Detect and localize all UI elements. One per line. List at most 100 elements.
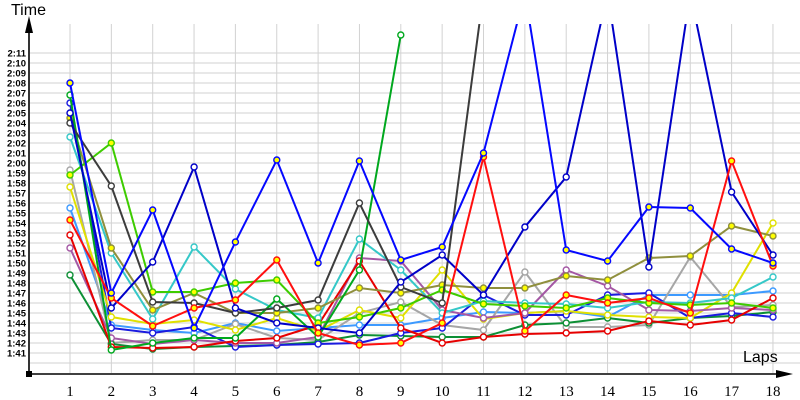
y-tick-label: 1:55 <box>7 209 27 220</box>
series-blue-marker <box>603 257 612 265</box>
series-blue-marker <box>645 203 653 211</box>
series-medium-blue-marker <box>107 304 116 312</box>
series-light-blue-line <box>69 207 774 335</box>
series-cyan-marker <box>397 266 405 274</box>
series-red-marker <box>727 157 736 165</box>
series-medium-blue-marker <box>521 223 529 231</box>
series-cyan-marker <box>769 273 777 281</box>
series-yellow-marker <box>107 313 116 321</box>
series-medium-blue-marker <box>66 109 74 117</box>
series-green <box>66 31 405 354</box>
series-blue-marker <box>273 156 281 164</box>
x-axis-arrow-icon <box>776 370 793 378</box>
series-red-marker <box>148 322 157 330</box>
series-medium-blue <box>66 24 777 337</box>
series-cyan-marker <box>190 243 198 251</box>
series-dark-red-line <box>69 234 774 350</box>
series-medium-blue-marker <box>769 251 777 259</box>
series-dark-red-marker <box>686 321 694 329</box>
series-bright-green-marker <box>727 299 736 307</box>
series-yellow-marker <box>603 311 612 319</box>
series-medium-blue-marker <box>273 319 281 327</box>
series-olive-line <box>69 117 774 314</box>
axes <box>25 16 793 378</box>
y-tick-label: 1:57 <box>7 189 26 200</box>
series-medium-blue-marker <box>479 291 488 299</box>
x-tick-label: 1 <box>66 384 74 400</box>
series-blue-marker <box>479 149 488 157</box>
series-navy-blue-line <box>69 102 774 349</box>
x-tick-label: 14 <box>600 384 616 400</box>
series-gray-marker <box>231 320 240 328</box>
series-purple-line <box>69 247 774 346</box>
y-tick-label: 1:59 <box>7 169 26 180</box>
series-dark-gray-marker <box>314 296 322 304</box>
series-dark-red-marker <box>562 329 570 337</box>
series-light-blue-marker <box>686 291 694 299</box>
series-dark-gray-marker <box>107 182 116 190</box>
x-tick-label: 8 <box>356 384 364 400</box>
y-axis-tick-labels: 1:411:421:431:441:451:461:471:481:491:50… <box>7 49 27 360</box>
series-olive-marker <box>148 306 157 314</box>
y-tick-label: 1:45 <box>7 309 27 320</box>
series-bright-green-line <box>69 141 774 325</box>
series-dark-red-marker <box>479 333 488 341</box>
series-blue-marker <box>397 256 405 264</box>
series-red-marker <box>562 291 570 299</box>
series-bright-green-marker <box>479 300 488 308</box>
series-yellow-marker <box>438 266 446 274</box>
series-olive-marker <box>355 284 364 292</box>
series-yellow-marker <box>231 326 240 334</box>
series-gray-marker <box>397 298 405 306</box>
x-tick-label: 4 <box>190 384 198 400</box>
x-tick-label: 7 <box>314 384 322 400</box>
y-tick-label: 1:41 <box>7 349 27 360</box>
series-olive-marker <box>727 222 736 230</box>
series-purple-marker <box>603 282 612 290</box>
series-purple-marker <box>479 314 488 322</box>
x-tick-label: 6 <box>273 384 281 400</box>
series-olive-marker <box>562 272 570 280</box>
series-navy-blue-marker <box>148 329 157 337</box>
series-red-marker <box>66 216 74 224</box>
y-tick-label: 1:54 <box>7 219 27 230</box>
series-dark-green-marker <box>66 271 74 279</box>
y-tick-label: 2:00 <box>7 159 26 170</box>
series-cyan-marker <box>148 315 157 323</box>
series-bright-green-marker <box>521 302 529 310</box>
series-blue <box>66 24 777 332</box>
series-yellow-marker <box>397 314 405 322</box>
y-tick-label: 1:48 <box>7 279 26 290</box>
series-dark-red-marker <box>273 334 281 342</box>
series-red-marker <box>190 304 198 312</box>
series-dark-red-marker <box>66 231 74 239</box>
x-axis-title: Laps <box>743 349 778 366</box>
series-olive <box>66 114 777 317</box>
series-light-blue-marker <box>273 327 281 335</box>
series-dark-green-marker <box>438 333 446 341</box>
series-dark-red-marker <box>603 327 612 335</box>
series-navy-blue-marker <box>314 340 322 348</box>
series-bright-green-marker <box>273 276 281 284</box>
series-olive-marker <box>521 284 529 292</box>
series-yellow-marker <box>66 183 74 191</box>
x-tick-label: 3 <box>149 384 157 400</box>
x-tick-label: 10 <box>435 384 450 400</box>
series-blue-marker <box>727 245 736 253</box>
series-dark-gray-marker <box>355 199 364 207</box>
series-medium-blue-marker <box>148 258 157 266</box>
series-green-marker <box>190 334 198 342</box>
series-medium-blue-marker <box>438 251 446 259</box>
series-yellow-marker <box>769 219 777 227</box>
series-cyan-marker <box>66 133 74 141</box>
y-tick-label: 1:51 <box>7 249 27 260</box>
y-tick-label: 2:01 <box>7 149 27 160</box>
series-green-marker <box>397 31 405 39</box>
series-light-blue-marker <box>479 308 488 316</box>
series-gray-marker <box>521 268 529 276</box>
series-bright-green-marker <box>66 171 74 179</box>
series-bright-green-marker <box>107 139 116 147</box>
x-tick-label: 17 <box>724 384 740 400</box>
y-axis-title: Time <box>11 2 46 19</box>
